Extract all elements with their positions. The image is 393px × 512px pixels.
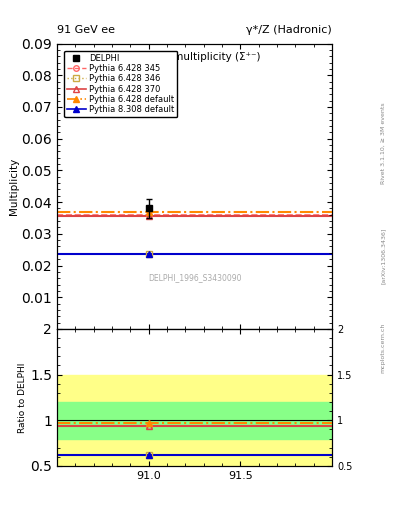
Bar <box>57 402 332 438</box>
Text: γ*/Z (Hadronic): γ*/Z (Hadronic) <box>246 25 332 35</box>
Text: mcplots.cern.ch: mcplots.cern.ch <box>381 323 386 373</box>
Text: [arXiv:1306.3436]: [arXiv:1306.3436] <box>381 228 386 284</box>
Text: 91 GeV ee: 91 GeV ee <box>57 25 115 35</box>
Legend: DELPHI, Pythia 6.428 345, Pythia 6.428 346, Pythia 6.428 370, Pythia 6.428 defau: DELPHI, Pythia 6.428 345, Pythia 6.428 3… <box>64 51 178 117</box>
Y-axis label: Ratio to DELPHI: Ratio to DELPHI <box>18 362 28 433</box>
Text: DELPHI_1996_S3430090: DELPHI_1996_S3430090 <box>148 273 241 282</box>
Bar <box>57 375 332 466</box>
Text: Σ(1385) multiplicity (Σ⁺⁻): Σ(1385) multiplicity (Σ⁺⁻) <box>129 52 260 62</box>
Text: Rivet 3.1.10, ≥ 3M events: Rivet 3.1.10, ≥ 3M events <box>381 102 386 184</box>
Y-axis label: Multiplicity: Multiplicity <box>9 158 18 215</box>
